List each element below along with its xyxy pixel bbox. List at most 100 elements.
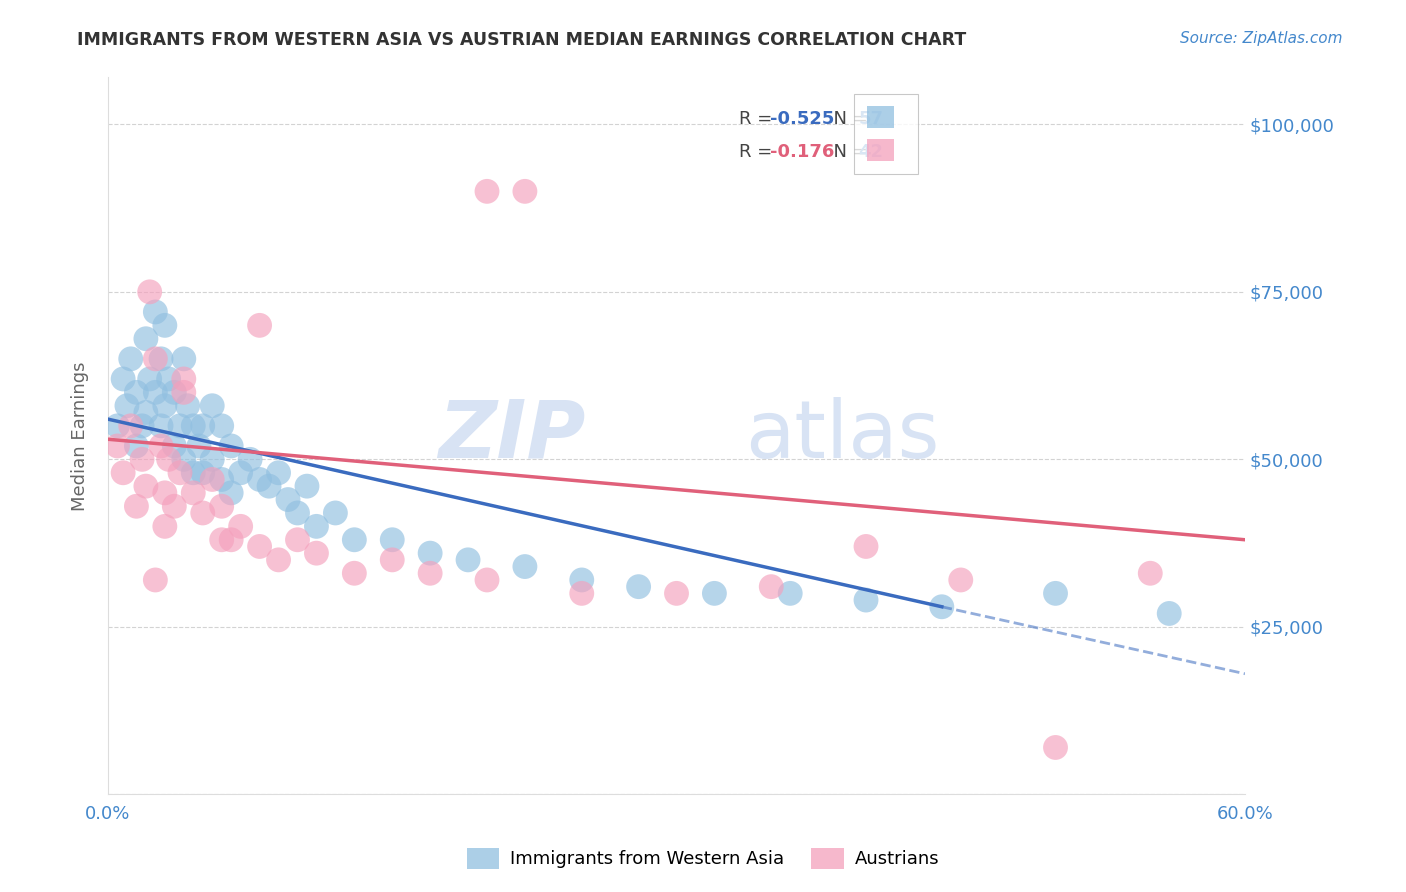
Point [287,533,309,547]
Point [181,486,204,500]
Point [381,553,404,567]
Text: R =: R = [740,110,778,128]
Point [211,473,233,487]
Point [163,500,186,514]
Point [267,553,290,567]
Point [115,399,138,413]
Point [176,399,198,413]
Point [239,452,262,467]
Point [325,506,347,520]
Point [181,466,204,480]
Point [150,418,173,433]
Point [191,418,214,433]
Point [513,185,536,199]
Legend: Immigrants from Western Asia, Austrians: Immigrants from Western Asia, Austrians [460,840,946,876]
Point [665,586,688,600]
Point [211,533,233,547]
Point [229,519,252,533]
Point [305,519,328,533]
Point [107,418,129,433]
Point [211,500,233,514]
Point [188,439,211,453]
Point [457,553,479,567]
Point [343,566,366,581]
Text: Source: ZipAtlas.com: Source: ZipAtlas.com [1180,31,1343,46]
Point [513,559,536,574]
Point [112,466,135,480]
Point [761,580,783,594]
Point [135,405,157,419]
Point [145,573,167,587]
Point [138,285,160,299]
Point [219,439,242,453]
Point [150,351,173,366]
Point [157,372,180,386]
Point [931,599,953,614]
Point [475,185,498,199]
Text: N =: N = [823,110,873,128]
Text: 42: 42 [859,144,883,161]
Point [475,573,498,587]
Point [125,385,148,400]
Point [169,418,191,433]
Point [120,351,142,366]
Text: 57: 57 [859,110,883,128]
Point [571,586,593,600]
Point [201,399,224,413]
Point [779,586,801,600]
Text: -0.176: -0.176 [769,144,834,161]
Point [153,519,176,533]
Point [145,351,167,366]
Point [120,418,142,433]
Point [855,593,877,607]
Point [131,452,153,467]
Point [125,439,148,453]
Text: N =: N = [823,144,873,161]
Text: R =: R = [740,144,778,161]
Point [267,466,290,480]
Point [1045,740,1067,755]
Point [1139,566,1161,581]
Point [163,385,186,400]
Point [153,318,176,333]
Point [153,399,176,413]
Text: -0.525: -0.525 [769,110,834,128]
Point [112,372,135,386]
Point [153,486,176,500]
Point [125,500,148,514]
Point [277,492,299,507]
Point [305,546,328,560]
Point [295,479,318,493]
Point [173,351,195,366]
Point [381,533,404,547]
Point [145,385,167,400]
Point [571,573,593,587]
Point [157,452,180,467]
Point [201,452,224,467]
Point [703,586,725,600]
Point [419,546,441,560]
Point [627,580,650,594]
Point [173,385,195,400]
Point [135,332,157,346]
Point [229,466,252,480]
Text: IMMIGRANTS FROM WESTERN ASIA VS AUSTRIAN MEDIAN EARNINGS CORRELATION CHART: IMMIGRANTS FROM WESTERN ASIA VS AUSTRIAN… [77,31,966,49]
Point [249,540,271,554]
Point [191,466,214,480]
Point [150,439,173,453]
Legend: , : , [855,94,918,174]
Point [219,533,242,547]
Point [138,372,160,386]
Point [169,466,191,480]
Text: atlas: atlas [745,397,939,475]
Point [173,452,195,467]
Point [191,506,214,520]
Point [249,473,271,487]
Point [219,486,242,500]
Point [257,479,280,493]
Point [949,573,972,587]
Point [287,506,309,520]
Point [211,418,233,433]
Point [181,418,204,433]
Point [145,305,167,319]
